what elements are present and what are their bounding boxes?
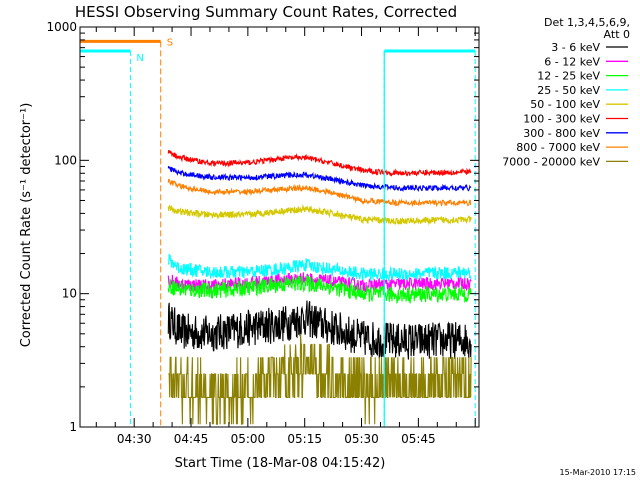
x-axis-label: Start Time (18-Mar-08 04:15:42) <box>175 456 386 471</box>
footer-date: 15-Mar-2010 17:15 <box>560 468 637 477</box>
legend-header-1: Det 1,3,4,5,6,9, <box>544 16 630 29</box>
chart-title: HESSI Observing Summary Count Rates, Cor… <box>75 3 457 21</box>
plot-frame <box>79 26 480 428</box>
legend-label-8: 7000 - 20000 keV <box>502 155 600 168</box>
y-tick-label: 1000 <box>46 20 77 34</box>
plot-area: NS <box>80 37 476 427</box>
legend-label-0: 3 - 6 keV <box>551 41 600 54</box>
legend-label-2: 12 - 25 keV <box>537 70 600 83</box>
series-line-6 <box>167 165 472 193</box>
axes: 1 10 100 1000 04:30 04:45 05:00 05:15 05:30 05:45 <box>46 20 480 446</box>
x-tick-label: 05:30 <box>344 432 379 446</box>
x-tick-label: 05:15 <box>287 432 322 446</box>
series-line-1 <box>167 272 472 293</box>
legend-label-5: 100 - 300 keV <box>523 113 600 126</box>
x-tick-label: 05:45 <box>401 432 436 446</box>
y-tick-label: 100 <box>54 153 77 167</box>
legend-header-2: Att 0 <box>604 28 630 41</box>
night-marker-label: N <box>136 53 143 64</box>
legend-label-7: 800 - 7000 keV <box>516 141 600 154</box>
x-tick-label: 04:45 <box>174 432 209 446</box>
series-line-3 <box>167 253 472 282</box>
x-tick-label: 05:00 <box>231 432 266 446</box>
y-axis-label: Corrected Count Rate (s⁻¹ detector⁻¹) <box>19 103 34 348</box>
y-tick-label: 1 <box>69 420 77 434</box>
legend-label-4: 50 - 100 keV <box>530 98 600 111</box>
saa-marker-label: S <box>167 37 173 48</box>
legend-label-1: 6 - 12 keV <box>544 55 600 68</box>
series-line-8 <box>168 333 472 425</box>
series-line-5 <box>167 150 472 177</box>
x-tick-label: 04:30 <box>117 432 152 446</box>
y-axis-label-text: Corrected Count Rate (s⁻¹ detector⁻¹) <box>19 103 34 348</box>
series-line-0 <box>167 300 472 360</box>
series-line-7 <box>167 178 472 208</box>
legend-label-6: 300 - 800 keV <box>523 127 600 140</box>
y-tick-label: 10 <box>62 287 77 301</box>
legend-label-3: 25 - 50 keV <box>537 84 600 97</box>
series-line-4 <box>167 204 472 226</box>
series-line-2 <box>167 275 472 305</box>
